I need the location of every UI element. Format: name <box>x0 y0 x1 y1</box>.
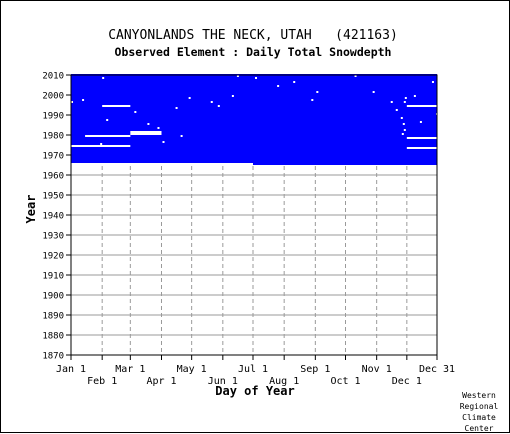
missing-spot <box>188 97 191 99</box>
x-tick-label: Dec 31 <box>419 364 455 375</box>
missing-spot <box>419 121 422 123</box>
missing-spot <box>217 105 220 107</box>
y-tick-label: 1960 <box>42 172 64 182</box>
missing-period <box>71 101 74 103</box>
missing-spot <box>293 81 296 83</box>
credit-line: Western <box>462 391 496 400</box>
missing-period <box>130 133 162 135</box>
y-tick-label: 1890 <box>42 312 64 322</box>
y-tick-label: 1930 <box>42 232 64 242</box>
missing-spot <box>231 95 234 97</box>
missing-spot <box>277 85 280 87</box>
x-tick-label: Oct 1 <box>330 376 360 387</box>
x-axis-ticks: Jan 1 Mar 1 May 1 Jul 1 Sep 1 Nov 1 Dec 31 Feb … <box>56 355 455 387</box>
missing-period <box>406 147 439 149</box>
x-tick-label: Feb 1 <box>87 376 117 387</box>
missing-spot <box>431 81 434 83</box>
missing-spot <box>390 101 393 103</box>
missing-spot <box>100 143 103 145</box>
missing-data-marks <box>71 75 439 149</box>
missing-spot <box>403 129 406 131</box>
missing-spot <box>255 77 258 79</box>
x-tick-label: Jun 1 <box>208 376 238 387</box>
y-tick-label: 1880 <box>42 332 64 342</box>
data-block-partial <box>252 163 437 165</box>
chart-subtitle: Observed Element : Daily Total Snowdepth <box>115 45 392 59</box>
x-tick-label: Nov 1 <box>362 364 392 375</box>
missing-spot <box>401 133 404 135</box>
data-coverage <box>71 74 437 165</box>
missing-period <box>85 135 131 137</box>
y-axis-ticks: 1870 1880 1890 1900 1910 1920 1930 1940 1950 1960… <box>42 72 71 362</box>
missing-period <box>406 105 439 107</box>
y-tick-label: 1920 <box>42 252 64 262</box>
y-tick-label: 1950 <box>42 192 64 202</box>
y-tick-label: 1980 <box>42 132 64 142</box>
missing-period <box>102 105 131 107</box>
missing-spot <box>210 101 213 103</box>
missing-spot <box>236 75 239 77</box>
x-tick-label: Jul 1 <box>238 364 268 375</box>
y-tick-label: 1990 <box>42 112 64 122</box>
y-tick-label: 1970 <box>42 152 64 162</box>
y-tick-label: 2010 <box>42 72 64 82</box>
data-block <box>71 74 437 163</box>
missing-period <box>71 145 131 147</box>
missing-period <box>406 137 439 139</box>
x-tick-label: Apr 1 <box>146 376 176 387</box>
missing-spot <box>402 123 405 125</box>
x-tick-label: Sep 1 <box>300 364 330 375</box>
missing-spot <box>157 127 160 129</box>
missing-spot <box>134 111 137 113</box>
missing-spot <box>311 99 314 101</box>
missing-spot <box>316 91 319 93</box>
missing-spot <box>403 101 406 103</box>
vertical-gridlines <box>101 75 408 355</box>
x-tick-label: May 1 <box>177 364 207 375</box>
x-axis-label: Day of Year <box>215 384 294 398</box>
missing-spot <box>395 109 398 111</box>
credit-line: Regional <box>459 402 499 411</box>
missing-spot <box>180 135 183 137</box>
chart-title: CANYONLANDS THE NECK, UTAH (421163) <box>108 28 398 43</box>
x-tick-label: Aug 1 <box>269 376 299 387</box>
missing-period <box>102 77 105 79</box>
y-tick-label: 2000 <box>42 92 64 102</box>
missing-spot <box>413 95 416 97</box>
credit-line: Center <box>464 424 494 433</box>
missing-spot <box>162 141 165 143</box>
missing-spot <box>404 97 407 99</box>
x-tick-label: Dec 1 <box>392 376 422 387</box>
y-tick-label: 1900 <box>42 292 64 302</box>
credit-block: Western Regional Climate Center <box>451 390 507 434</box>
missing-period <box>130 131 162 133</box>
missing-spot <box>354 75 357 77</box>
credit-line: Climate <box>462 413 496 422</box>
y-tick-label: 1910 <box>42 272 64 282</box>
missing-spot <box>82 99 85 101</box>
y-tick-label: 1940 <box>42 212 64 222</box>
missing-spot <box>400 117 403 119</box>
y-axis-label: Year <box>24 195 38 224</box>
y-tick-label: 1870 <box>42 352 64 362</box>
missing-spot <box>106 119 109 121</box>
x-tick-label: Mar 1 <box>115 364 145 375</box>
x-tick-label: Jan 1 <box>56 364 86 375</box>
missing-spot <box>175 107 178 109</box>
missing-spot <box>147 123 150 125</box>
missing-spot <box>372 91 375 93</box>
